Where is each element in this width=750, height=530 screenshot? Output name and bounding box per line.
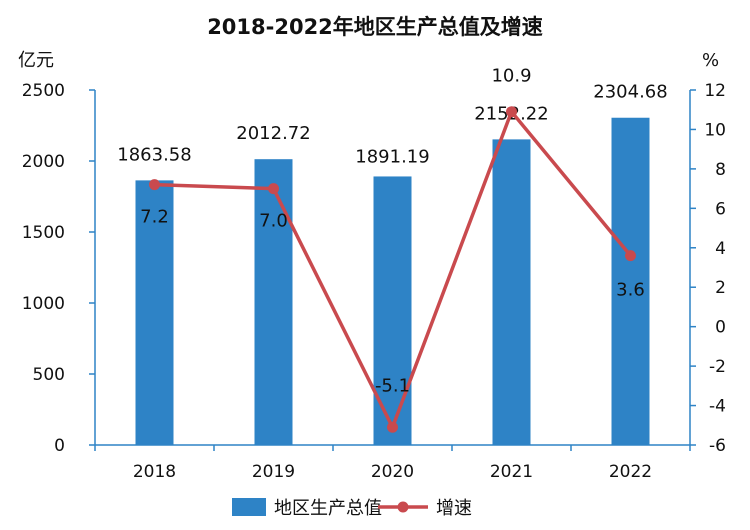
right-tick-label: -4 [709,397,726,417]
line-data-label: 3.6 [616,280,645,301]
bar-data-label: 1891.19 [355,146,429,167]
line-data-label: 7.0 [259,211,288,232]
line-point [387,421,398,433]
bar-data-label: 2012.72 [236,123,310,144]
legend-bar-swatch [232,498,266,516]
bar [492,139,531,445]
legend-line-marker [397,501,409,513]
right-tick-label: 0 [715,318,726,338]
left-tick-label: 0 [54,436,65,456]
line-data-label: 7.2 [140,207,169,228]
bar [611,117,650,445]
right-tick-label: 12 [704,81,726,101]
right-tick-label: 6 [715,199,726,219]
bar [254,159,293,445]
left-tick-label: 2500 [22,81,65,101]
line-point [625,250,636,262]
left-axis-unit: 亿元 [18,50,54,71]
legend-line-label: 增速 [436,498,472,519]
x-tick-label: 2022 [609,462,652,482]
x-tick-label: 2020 [371,462,414,482]
right-tick-label: -2 [709,357,726,377]
right-tick-label: 10 [704,120,726,140]
line-data-label: 10.9 [491,66,531,87]
right-tick-label: 4 [715,239,726,259]
left-tick-label: 1000 [22,294,65,314]
x-tick-label: 2021 [490,462,533,482]
line-point [268,183,279,195]
legend-bar-label: 地区生产总值 [274,498,382,519]
right-axis-unit: % [702,50,719,71]
chart-title: 2018-2022年地区生产总值及增速 [207,15,543,39]
line-data-label: -5.1 [375,375,410,396]
left-tick-label: 2000 [22,152,65,172]
left-tick-label: 500 [33,365,65,385]
x-tick-label: 2018 [133,462,176,482]
bar [373,176,412,445]
right-tick-label: 8 [715,160,726,180]
bar-data-label: 1863.58 [117,144,191,165]
x-tick-label: 2019 [252,462,295,482]
plot-area: 0 500 1000 1500 2000 2500 -6 -4 -2 0 2 4 6 8 10 12 2018 2… [22,66,726,519]
line-point [149,179,160,191]
right-tick-label: 2 [715,278,726,298]
bar [135,180,174,445]
left-tick-label: 1500 [22,223,65,243]
line-point [506,106,517,118]
bar-data-label: 2304.68 [593,82,667,103]
right-tick-label: -6 [709,436,726,456]
